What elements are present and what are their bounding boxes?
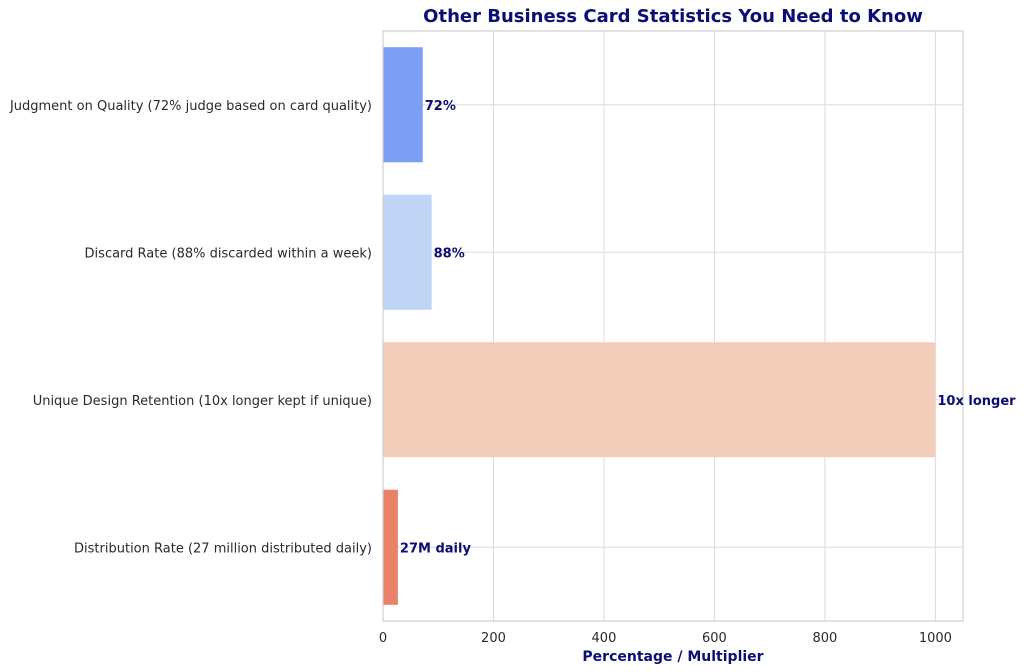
bar: [383, 342, 936, 458]
category-label: Discard Rate (88% discarded within a wee…: [85, 246, 372, 261]
data-labels: 72% 88% 10x longer 27M daily: [400, 99, 1016, 557]
data-label: 88%: [434, 246, 465, 261]
data-label: 10x longer: [937, 394, 1016, 409]
category-labels: Judgment on Quality (72% judge based on …: [9, 99, 372, 557]
x-tick-label: 1000: [919, 631, 952, 646]
x-tick-label: 800: [812, 631, 837, 646]
bar: [383, 47, 423, 163]
plot-frame: [382, 30, 964, 622]
x-tick-labels: 0 200 400 600 800 1000: [379, 631, 952, 646]
bars: [383, 47, 936, 605]
x-axis-label: Percentage / Multiplier: [582, 649, 763, 665]
category-label: Judgment on Quality (72% judge based on …: [9, 99, 372, 114]
data-label: 72%: [425, 99, 456, 114]
chart-title: Other Business Card Statistics You Need …: [423, 6, 923, 27]
bar: [383, 489, 398, 605]
x-tick-label: 0: [379, 631, 387, 646]
category-label: Distribution Rate (27 million distribute…: [74, 541, 372, 556]
x-tick-label: 200: [481, 631, 506, 646]
category-label: Unique Design Retention (10x longer kept…: [33, 394, 372, 409]
x-tick-label: 600: [702, 631, 727, 646]
bar: [383, 194, 432, 310]
x-tick-label: 400: [592, 631, 617, 646]
data-label: 27M daily: [400, 541, 472, 556]
grid: [382, 31, 963, 621]
